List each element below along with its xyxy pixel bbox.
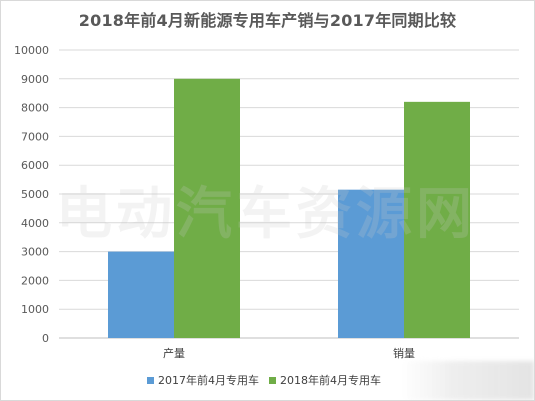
y-tick-label: 8000 xyxy=(21,102,49,115)
x-category-label: 产量 xyxy=(163,346,185,360)
legend-label-2018: 2018年前4月专用车 xyxy=(280,374,381,387)
chart-title: 2018年前4月新能源专用车产销与2017年同期比较 xyxy=(78,11,457,30)
y-tick-label: 5000 xyxy=(21,188,49,201)
y-tick-label: 4000 xyxy=(21,217,49,230)
corner-blur xyxy=(401,361,534,400)
y-tick-label: 10000 xyxy=(14,44,49,57)
bar-2018-0 xyxy=(174,78,240,339)
y-tick-label: 1000 xyxy=(21,303,49,316)
legend-swatch-2017 xyxy=(147,376,154,384)
y-tick-label: 0 xyxy=(42,332,49,345)
y-tick-label: 9000 xyxy=(21,73,49,86)
chart-legend: 2017年前4月专用车 2018年前4月专用车 xyxy=(147,372,391,388)
x-category-label: 销量 xyxy=(393,346,415,360)
bar-2017-0 xyxy=(108,251,174,338)
legend-item-2017: 2017年前4月专用车 xyxy=(147,372,259,388)
y-tick-label: 7000 xyxy=(21,130,49,143)
bar-2018-1 xyxy=(404,101,470,338)
legend-swatch-2018 xyxy=(269,376,276,384)
y-tick-label: 6000 xyxy=(21,159,49,172)
legend-label-2017: 2017年前4月专用车 xyxy=(158,374,259,387)
y-tick-label: 3000 xyxy=(21,246,49,259)
legend-item-2018: 2018年前4月专用车 xyxy=(269,372,381,388)
bar-2017-1 xyxy=(338,189,404,338)
y-tick-label: 2000 xyxy=(21,274,49,287)
